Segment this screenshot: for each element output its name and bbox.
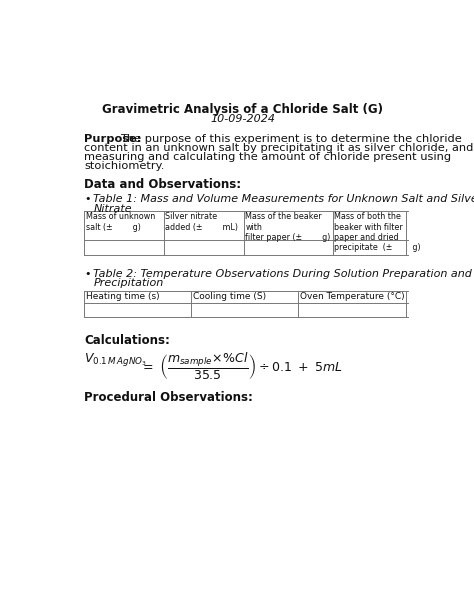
Text: Purpose:: Purpose: xyxy=(84,134,141,143)
Text: Nitrate: Nitrate xyxy=(93,204,132,214)
Text: 10-09-2024: 10-09-2024 xyxy=(210,113,275,124)
Text: Calculations:: Calculations: xyxy=(84,334,170,347)
Text: •: • xyxy=(84,194,91,205)
Text: Table 2: Temperature Observations During Solution Preparation and: Table 2: Temperature Observations During… xyxy=(93,269,472,279)
Text: Mass of the beaker
with
filter paper (±        g): Mass of the beaker with filter paper (± … xyxy=(245,212,331,242)
Text: Table 1: Mass and Volume Measurements for Unknown Salt and Silver: Table 1: Mass and Volume Measurements fo… xyxy=(93,194,474,205)
Text: measuring and calculating the amount of chloride present using: measuring and calculating the amount of … xyxy=(84,152,451,162)
Text: Heating time (s): Heating time (s) xyxy=(86,292,159,301)
Text: Cooling time (S): Cooling time (S) xyxy=(192,292,265,301)
Text: stoichiometry.: stoichiometry. xyxy=(84,161,164,172)
Text: Mass of unknown
salt (±        g): Mass of unknown salt (± g) xyxy=(86,212,155,232)
Text: Oven Temperature (°C): Oven Temperature (°C) xyxy=(300,292,404,301)
Text: The purpose of this experiment is to determine the chloride: The purpose of this experiment is to det… xyxy=(120,134,462,143)
Text: Precipitation: Precipitation xyxy=(93,278,164,288)
Text: Gravimetric Analysis of a Chloride Salt (G): Gravimetric Analysis of a Chloride Salt … xyxy=(102,103,383,116)
Text: Procedural Observations:: Procedural Observations: xyxy=(84,391,253,404)
Text: $V_{0.1\,M\,AgNO_3}$: $V_{0.1\,M\,AgNO_3}$ xyxy=(84,351,147,368)
Text: Data and Observations:: Data and Observations: xyxy=(84,178,241,191)
Text: Mass of both the
beaker with filter
paper and dried
precipitate  (±        g): Mass of both the beaker with filter pape… xyxy=(334,212,421,253)
Text: content in an unknown salt by precipitating it as silver chloride, and then: content in an unknown salt by precipitat… xyxy=(84,143,474,153)
Text: $=\ \left(\dfrac{m_{sample}\!\times\!\%Cl}{35.5}\right)\div 0.1\ +\ 5mL$: $=\ \left(\dfrac{m_{sample}\!\times\!\%C… xyxy=(140,351,342,382)
Text: •: • xyxy=(84,269,91,279)
Text: Silver nitrate
added (±        mL): Silver nitrate added (± mL) xyxy=(165,212,238,232)
